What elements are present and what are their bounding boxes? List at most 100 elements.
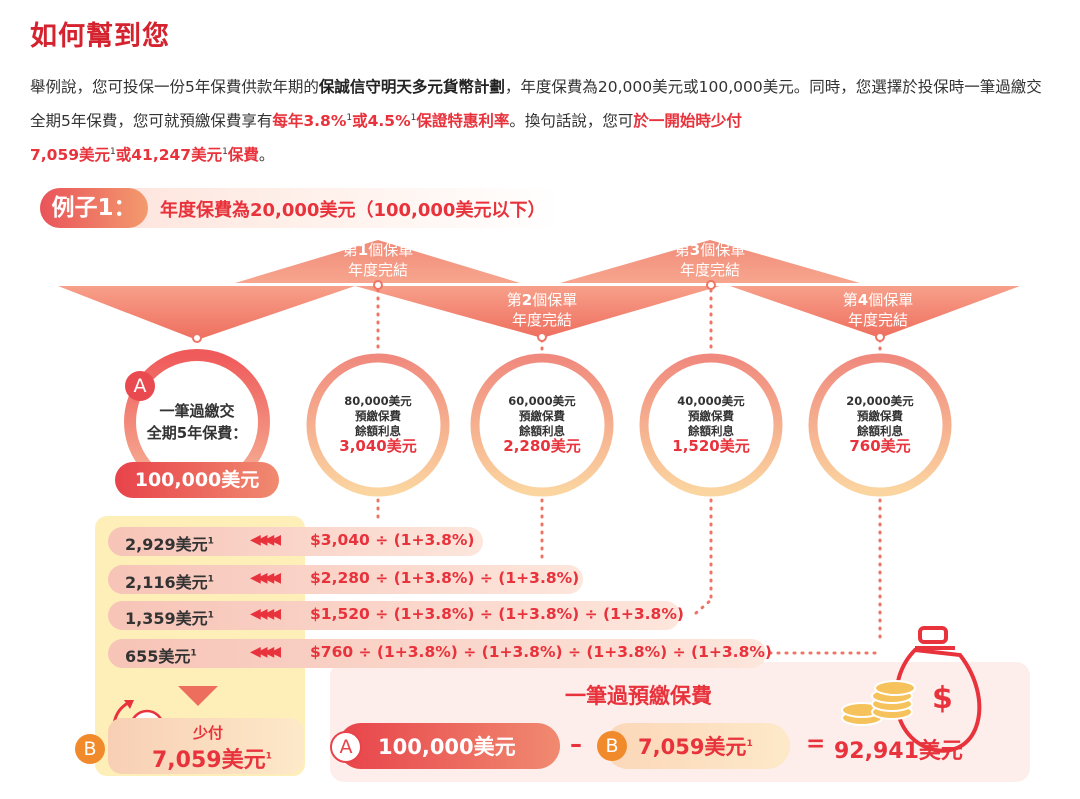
balance-amount: 80,000美元 xyxy=(344,394,412,408)
dotted-connectors xyxy=(376,288,882,655)
summary-b-value: 7,059美元 xyxy=(638,735,747,759)
intro-text: 。換句話說，您可 xyxy=(509,112,634,131)
footnote-marker: 1 xyxy=(207,574,214,585)
intro-text: 舉例說，您可投保一份5年保費供款年期的 xyxy=(30,78,319,96)
interest-label: 餘額利息 xyxy=(519,424,565,438)
saving-highlight: 7,059美元 xyxy=(30,146,111,165)
formula-text-1: $3,040 ÷ (1+3.8%) xyxy=(310,531,475,549)
badge-a: A xyxy=(125,371,155,401)
balance-ring-1 xyxy=(306,353,450,497)
balance-info-2: 60,000美元 預繳保費 餘額利息 2,280美元 xyxy=(492,394,592,455)
lump-sum-label-line2: 全期5年保費： xyxy=(146,424,248,442)
balance-amount: 40,000美元 xyxy=(677,394,745,408)
discounted-value-4: 655美元1 xyxy=(125,643,197,667)
interest-amount: 760美元 xyxy=(849,437,911,455)
plan-name: 保誠信守明天多元貨幣計劃 xyxy=(318,78,505,96)
balance-label: 預繳保費 xyxy=(519,409,565,423)
label-line2: 年度完結 xyxy=(847,311,908,329)
triangle-year2 xyxy=(355,286,720,338)
value-text: 655美元 xyxy=(125,647,191,666)
footnote-marker: 1 xyxy=(110,147,116,158)
policy-year-label-2: 第2個保單 年度完結 xyxy=(477,290,607,330)
balance-amount: 20,000美元 xyxy=(846,394,914,408)
saving-highlight: 保費 xyxy=(227,146,259,165)
value-text: 2,929美元 xyxy=(125,535,208,554)
formula-row-bg-3 xyxy=(108,601,680,630)
balance-info-1: 80,000美元 預繳保費 餘額利息 3,040美元 xyxy=(328,394,428,455)
footnote-marker: 1 xyxy=(346,113,353,123)
chevron-left-icon: ◀◀◀◀ xyxy=(250,644,281,660)
label-line2: 年度完結 xyxy=(347,261,408,279)
label-number: 3 xyxy=(689,241,701,259)
example-tag: 例子1： xyxy=(40,188,148,228)
footnote-marker: 1 xyxy=(746,739,753,749)
chevron-left-icon: ◀◀◀◀ xyxy=(250,606,281,622)
footnote-marker: 1 xyxy=(190,648,197,659)
balance-label: 預繳保費 xyxy=(857,409,903,423)
less-pay-box xyxy=(108,718,304,774)
triangle-year1 xyxy=(235,240,520,283)
interest-amount: 1,520美元 xyxy=(672,437,750,455)
policy-year-label-3: 第3個保單 年度完結 xyxy=(645,240,775,280)
summary-a-amount: 100,000美元 xyxy=(378,735,516,759)
summary-a-pill xyxy=(338,723,560,769)
example-description: 年度保費為20,000美元（100,000美元以下） xyxy=(160,200,546,221)
policy-year-label-4: 第4個保單年度完結 xyxy=(813,290,943,330)
policy-year-label-1: 第1個保單 年度完結 xyxy=(313,240,443,280)
less-pay-value: 7,059美元 xyxy=(152,748,266,773)
discounted-value-1: 2,929美元1 xyxy=(125,531,214,555)
label-prefix: 第 xyxy=(842,291,858,309)
intro-text: ，年度保費為20,000美元或100,000美元。同時，您選擇於投保時一筆過繳交… xyxy=(30,78,1042,131)
lump-sum-amount: 100,000美元 xyxy=(115,462,279,498)
saving-highlight: 或41,247美元 xyxy=(115,146,223,165)
balance-label: 預繳保費 xyxy=(688,409,734,423)
badge-b: B xyxy=(75,734,105,764)
formula-text-3: $1,520 ÷ (1+3.8%) ÷ (1+3.8%) ÷ (1+3.8%) xyxy=(310,605,684,623)
interest-label: 餘額利息 xyxy=(688,424,734,438)
balance-amount: 60,000美元 xyxy=(508,394,576,408)
triangle-start xyxy=(58,286,355,340)
label-suffix: 個保單 xyxy=(868,291,914,309)
footnote-marker: 1 xyxy=(265,751,272,762)
chevron-left-icon: ◀◀◀◀ xyxy=(250,532,281,548)
footnote-marker: 1 xyxy=(410,113,417,123)
discounted-value-3: 1,359美元1 xyxy=(125,605,214,629)
summary-result: 92,941美元 xyxy=(834,739,963,764)
discounted-value-2: 2,116美元1 xyxy=(125,569,214,593)
chevron-left-icon: ◀◀◀◀ xyxy=(250,570,281,586)
intro-paragraph: 舉例說，您可投保一份5年保費供款年期的保誠信守明天多元貨幣計劃，年度保費為20,… xyxy=(30,72,1050,171)
value-text: 2,116美元 xyxy=(125,573,208,592)
label-prefix: 第 xyxy=(342,241,358,259)
svg-text:$: $ xyxy=(932,681,953,716)
lump-sum-label: 一筆過繳交 全期5年保費： xyxy=(140,400,254,444)
formula-text-2: $2,280 ÷ (1+3.8%) ÷ (1+3.8%) xyxy=(310,569,580,587)
label-prefix: 第 xyxy=(674,241,690,259)
interest-amount: 2,280美元 xyxy=(503,437,581,455)
down-arrow-icon xyxy=(178,686,218,706)
coins-icon xyxy=(841,680,916,726)
label-number: 2 xyxy=(521,291,533,309)
rate-highlight: 保證特惠利率 xyxy=(416,112,510,131)
balance-ring-4 xyxy=(808,353,952,497)
formula-row-bg-4 xyxy=(108,639,766,668)
connector-pins xyxy=(192,280,885,343)
label-number: 4 xyxy=(857,291,869,309)
label-line2: 年度完結 xyxy=(511,311,572,329)
interest-label: 餘額利息 xyxy=(355,424,401,438)
summary-b-pill xyxy=(605,723,790,769)
less-pay-label: 少付 xyxy=(193,724,224,742)
triangle-year4 xyxy=(730,286,1020,338)
formula-text-4: $760 ÷ (1+3.8%) ÷ (1+3.8%) ÷ (1+3.8%) ÷ … xyxy=(310,643,772,661)
label-suffix: 個保單 xyxy=(532,291,578,309)
balance-ring-3 xyxy=(639,353,783,497)
label-suffix: 個保單 xyxy=(368,241,414,259)
lump-sum-label-line1: 一筆過繳交 xyxy=(159,402,235,420)
formula-row-bg-2 xyxy=(108,565,583,594)
balance-info-4: 20,000美元 預繳保費 餘額利息 760美元 xyxy=(830,394,930,455)
balance-info-3: 40,000美元 預繳保費 餘額利息 1,520美元 xyxy=(661,394,761,455)
label-line2: 年度完結 xyxy=(679,261,740,279)
rate-highlight: 每年3.8% xyxy=(272,112,347,131)
summary-b-amount: 7,059美元1 xyxy=(638,731,753,761)
balance-label: 預繳保費 xyxy=(355,409,401,423)
rate-highlight: 或4.5% xyxy=(352,112,411,131)
